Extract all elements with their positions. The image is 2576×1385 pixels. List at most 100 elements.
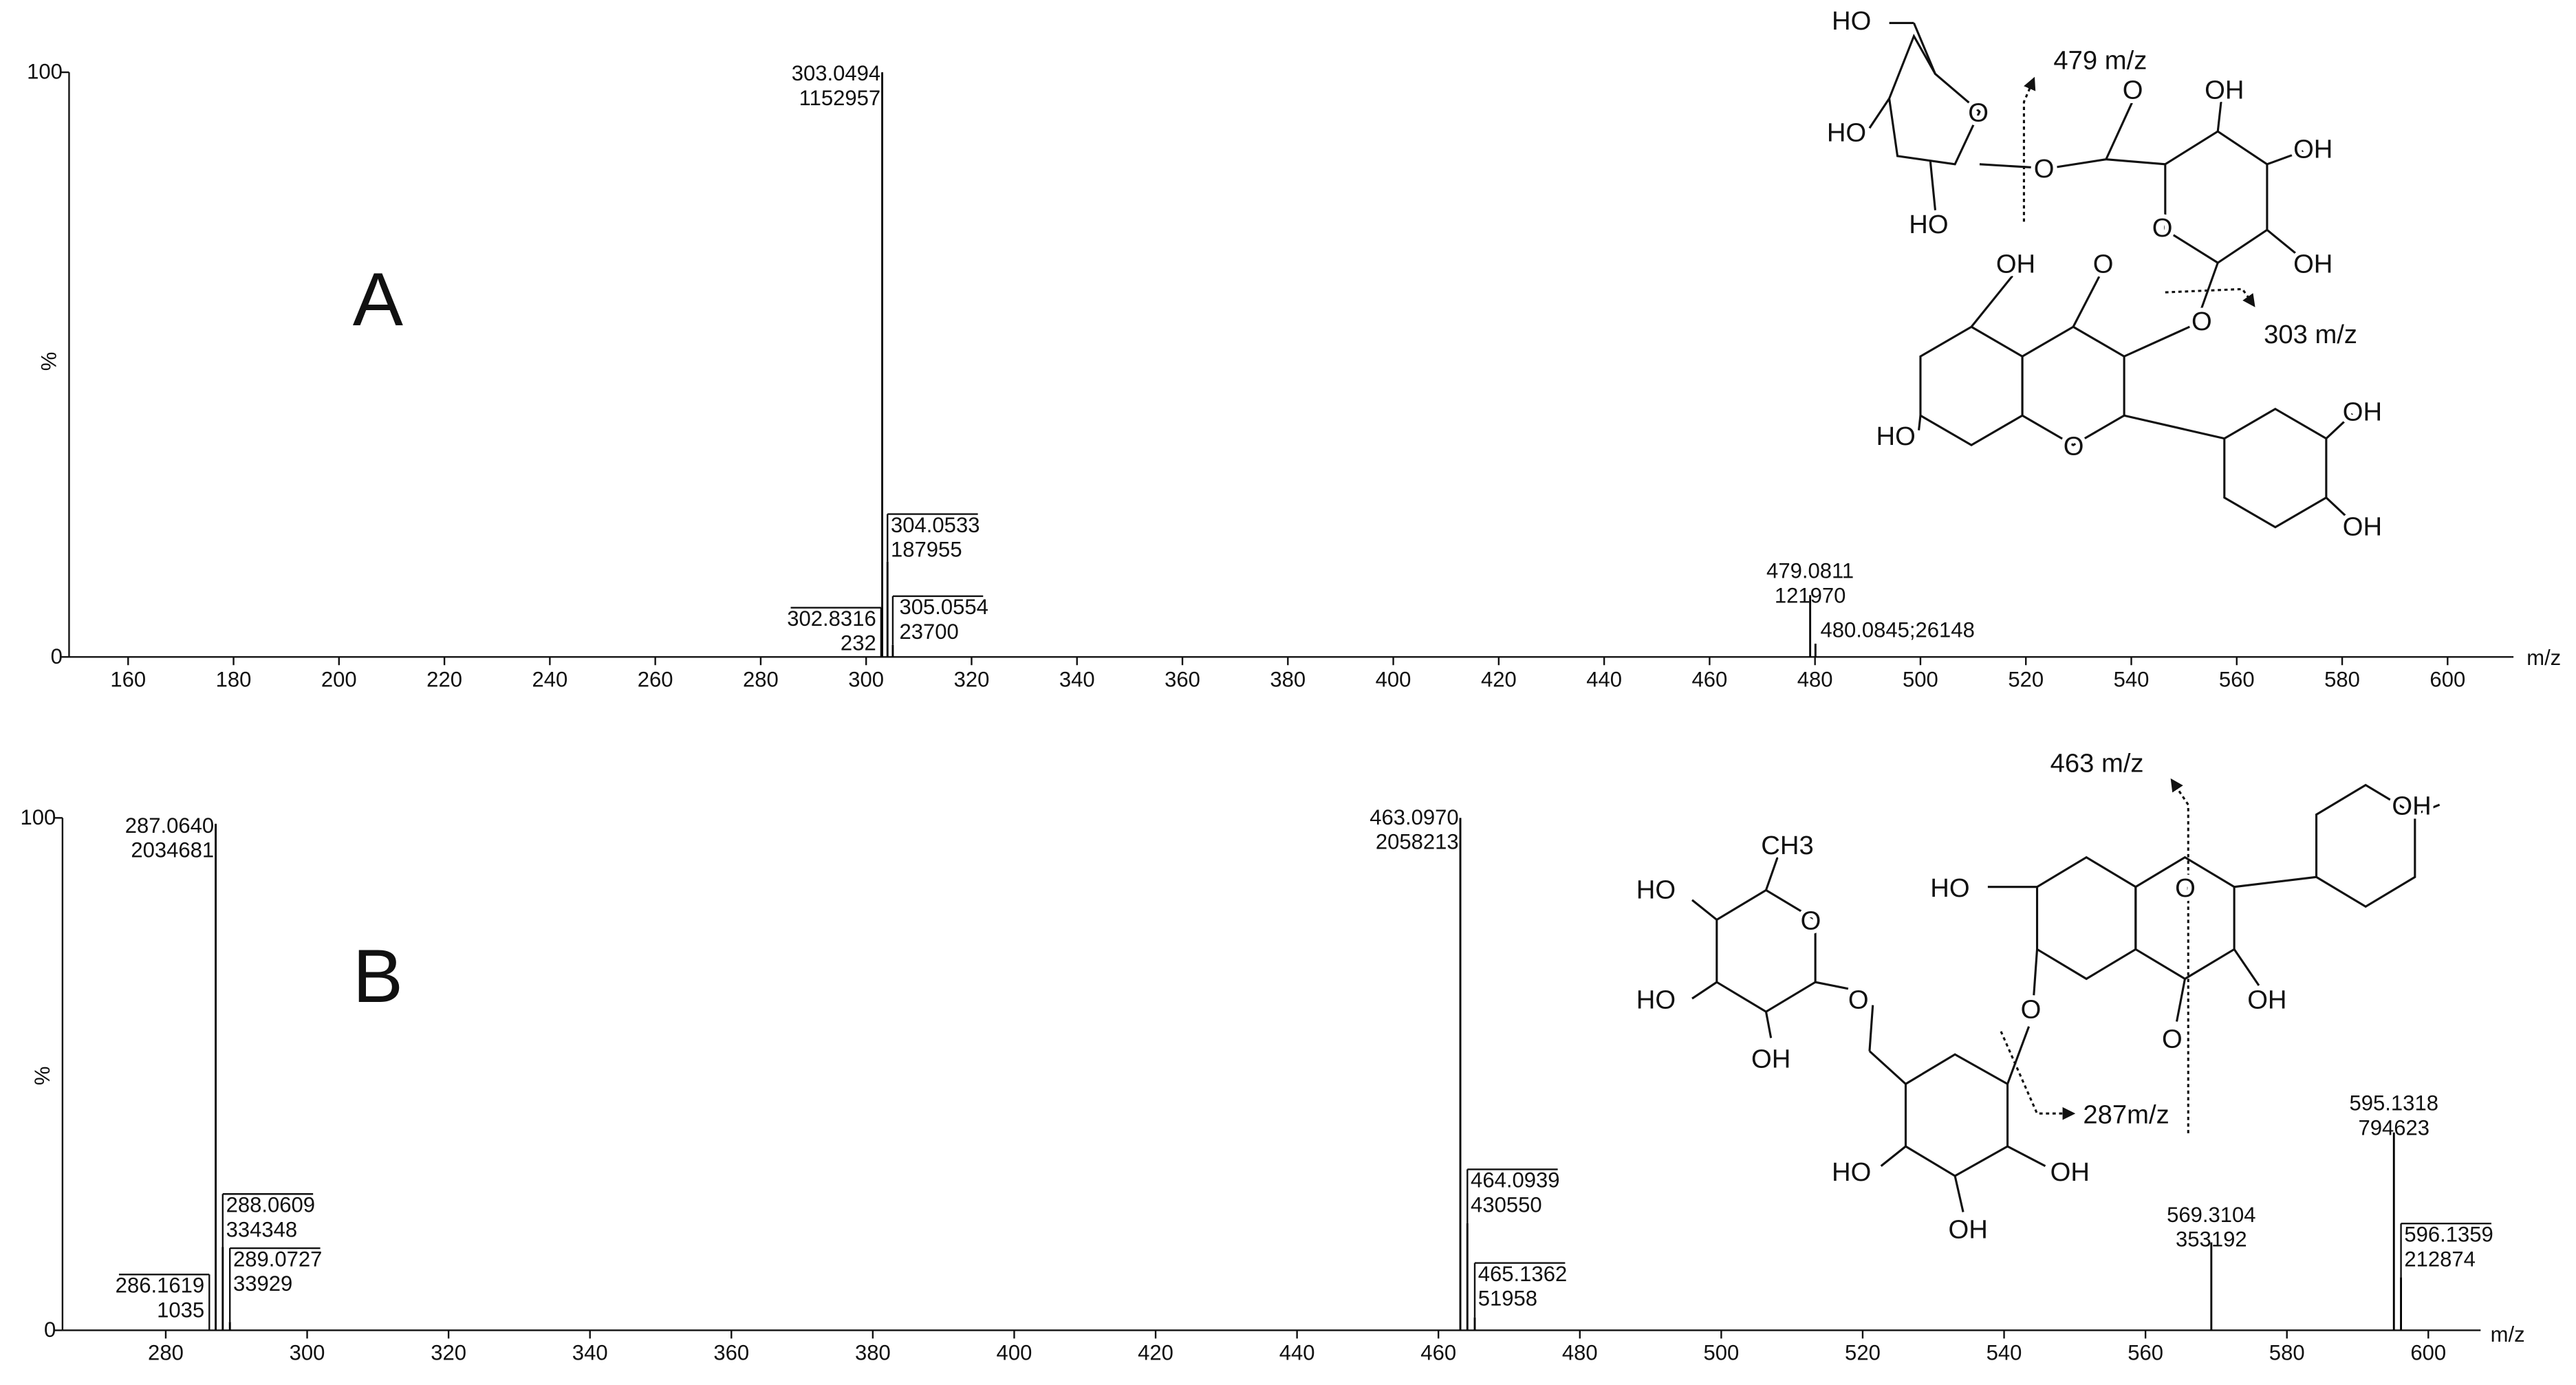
peak-label: 23700 xyxy=(899,620,958,644)
x-tick-label: 560 xyxy=(2128,1340,2163,1364)
atom-label: O xyxy=(2162,1025,2183,1054)
atom-label: O xyxy=(2034,154,2055,184)
atom-label: HO xyxy=(1930,873,1969,903)
x-tick-label: 400 xyxy=(1376,667,1411,691)
peak-label: 287.0640 xyxy=(125,814,214,838)
x-tick-label: 480 xyxy=(1562,1340,1598,1364)
peak-label: 289.0727 xyxy=(233,1247,322,1271)
peak-label: 1152957 xyxy=(799,86,881,110)
x-tick-label: 500 xyxy=(1903,667,1938,691)
peak-label: 286.1619 xyxy=(116,1274,204,1298)
x-tick-label: 480 xyxy=(1797,667,1833,691)
y-axis-title: % xyxy=(30,1066,54,1085)
x-tick-label: 180 xyxy=(216,667,252,691)
structure-a xyxy=(1868,21,2354,529)
x-tick-label: 440 xyxy=(1586,667,1622,691)
atom-label: OH xyxy=(2392,792,2431,821)
x-tick-label: 380 xyxy=(855,1340,891,1364)
atom-label: OH xyxy=(2343,397,2382,426)
atom-label: O xyxy=(1848,985,1869,1014)
peak-label: 430550 xyxy=(1471,1193,1542,1217)
peak-label: 121970 xyxy=(1775,583,1846,607)
atom-label: OH xyxy=(1949,1215,1988,1245)
fragment-label: 479 m/z xyxy=(2053,45,2147,75)
x-tick-label: 460 xyxy=(1692,667,1728,691)
atom-label: CH3 xyxy=(1761,831,1813,860)
x-tick-label: 380 xyxy=(1270,667,1306,691)
structure-a-labels: HO 479 m/z HO O O O OH OH HO O OH OH O O… xyxy=(1823,2,2386,546)
peak-label: 302.8316 xyxy=(787,607,876,631)
x-tick-label: 260 xyxy=(638,667,673,691)
peak-label: 794623 xyxy=(2358,1115,2429,1139)
y-tick-label: 0 xyxy=(44,1318,56,1342)
atom-label: HO xyxy=(1827,118,1866,147)
y-tick-label: 0 xyxy=(51,644,63,668)
peak-label: 51958 xyxy=(1478,1287,1537,1311)
x-tick-label: 580 xyxy=(2269,1340,2305,1364)
peak-label: 304.0533 xyxy=(891,513,979,537)
peak-label: 463.0970 xyxy=(1370,805,1458,829)
x-axis-title: m/z xyxy=(2491,1322,2525,1346)
fragment-label: 303 m/z xyxy=(2264,320,2357,349)
atom-label: O xyxy=(2191,307,2212,336)
atom-label: O xyxy=(2064,432,2084,461)
x-tick-label: 220 xyxy=(426,667,462,691)
atom-label: O xyxy=(2123,75,2143,105)
x-tick-label: 420 xyxy=(1481,667,1517,691)
peak-label: 569.3104 xyxy=(2167,1203,2255,1227)
atom-label: HO xyxy=(1636,875,1676,904)
x-tick-label: 520 xyxy=(2008,667,2044,691)
x-tick-label: 160 xyxy=(110,667,146,691)
panel-label: B xyxy=(353,935,403,1018)
atom-label: HO xyxy=(1832,1157,1871,1187)
x-tick-label: 420 xyxy=(1138,1340,1173,1364)
peak-label: 1035 xyxy=(157,1298,204,1322)
y-tick-label: 100 xyxy=(27,60,63,84)
x-tick-label: 320 xyxy=(954,667,990,691)
peak-label: 464.0939 xyxy=(1471,1168,1559,1192)
atom-label: OH xyxy=(2343,512,2382,542)
peak-label: 303.0494 xyxy=(792,61,880,85)
peak-label: 212874 xyxy=(2404,1247,2476,1271)
atom-label: OH xyxy=(2293,249,2333,279)
atom-label: O xyxy=(1968,98,1989,128)
atom-label: OH xyxy=(2050,1157,2090,1187)
x-tick-label: 540 xyxy=(1987,1340,2022,1364)
atom-label: OH xyxy=(2293,134,2333,164)
atom-label: O xyxy=(2152,213,2173,243)
atom-label: O xyxy=(2175,873,2196,903)
x-tick-label: 500 xyxy=(1703,1340,1739,1364)
peak-label: 596.1359 xyxy=(2404,1223,2493,1247)
x-tick-label: 360 xyxy=(1165,667,1200,691)
x-tick-label: 340 xyxy=(572,1340,608,1364)
peak-label: 480.0845;26148 xyxy=(1820,618,1974,642)
panel-label: A xyxy=(353,258,404,342)
x-tick-label: 340 xyxy=(1059,667,1095,691)
peak-label: 353192 xyxy=(2176,1228,2247,1252)
x-tick-label: 320 xyxy=(431,1340,466,1364)
atom-label: OH xyxy=(2247,985,2286,1014)
x-tick-label: 400 xyxy=(997,1340,1032,1364)
atom-label: OH xyxy=(2205,75,2244,105)
x-tick-label: 360 xyxy=(713,1340,749,1364)
x-axis-title: m/z xyxy=(2526,646,2561,670)
x-tick-label: 200 xyxy=(321,667,357,691)
x-tick-label: 460 xyxy=(1420,1340,1456,1364)
x-tick-label: 600 xyxy=(2429,667,2465,691)
x-tick-label: 280 xyxy=(743,667,779,691)
peak-label: 187955 xyxy=(891,538,962,562)
atom-label: O xyxy=(2021,995,2042,1025)
x-tick-label: 280 xyxy=(148,1340,184,1364)
fragment-label: 287m/z xyxy=(2083,1100,2169,1130)
x-tick-label: 520 xyxy=(1845,1340,1881,1364)
x-tick-label: 240 xyxy=(532,667,567,691)
peak-label: 334348 xyxy=(226,1217,298,1241)
peak-label: 232 xyxy=(841,631,876,655)
x-tick-label: 560 xyxy=(2219,667,2255,691)
peak-label: 465.1362 xyxy=(1478,1262,1567,1286)
peak-label: 479.0811 xyxy=(1766,559,1854,583)
peak-label: 33929 xyxy=(233,1272,292,1296)
atom-label: O xyxy=(1801,906,1821,936)
atom-label: HO xyxy=(1832,6,1871,36)
